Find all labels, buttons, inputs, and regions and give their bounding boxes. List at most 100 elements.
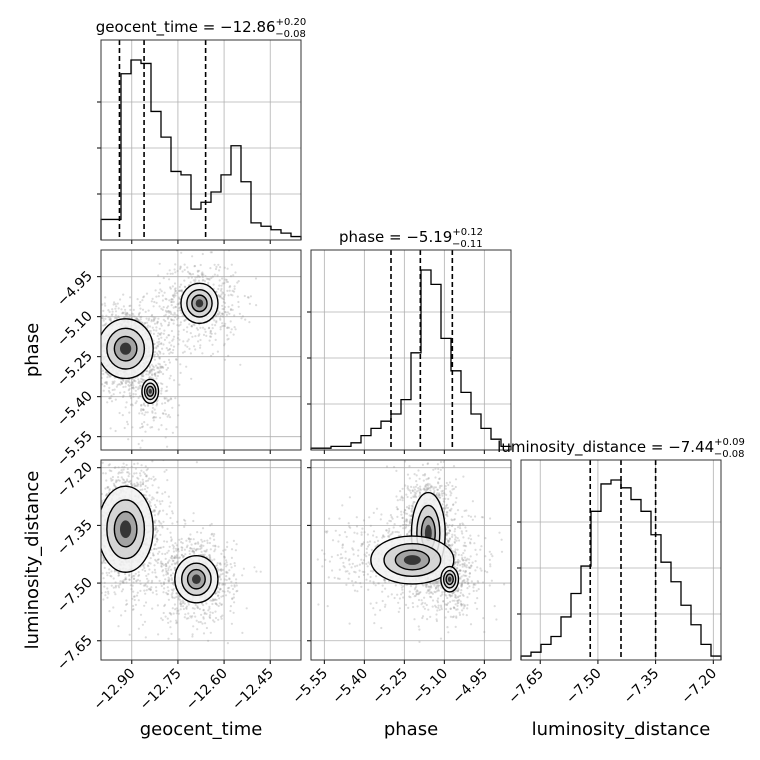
sample-point	[125, 314, 128, 318]
sample-point	[91, 347, 93, 349]
y-tick-label: −7.35	[54, 517, 96, 559]
sample-point	[157, 519, 161, 523]
sample-point	[171, 351, 174, 354]
sample-point	[194, 276, 197, 279]
sample-point	[161, 526, 164, 529]
sample-point	[240, 317, 243, 320]
sample-point	[167, 324, 170, 327]
hist-panel-geocent_time: geocent_time = −12.86+0.20 −0.08	[96, 17, 306, 244]
sample-point	[151, 607, 154, 610]
sample-point	[135, 579, 138, 582]
sample-point	[167, 323, 171, 326]
sample-point	[141, 425, 144, 428]
sample-point	[155, 400, 158, 403]
sample-point	[193, 542, 197, 545]
y-tick-label: −5.10	[54, 308, 96, 350]
sample-point	[159, 365, 162, 368]
sample-point	[132, 608, 135, 611]
sample-point	[101, 562, 104, 565]
sample-point	[226, 267, 229, 270]
sample-point	[426, 618, 429, 621]
sample-point	[175, 544, 178, 547]
sample-point	[117, 625, 120, 628]
sample-point	[169, 501, 172, 504]
sample-point	[208, 326, 211, 329]
sample-point	[45, 338, 47, 340]
sample-point	[108, 375, 111, 378]
sample-point	[440, 492, 443, 495]
sample-point	[171, 318, 174, 322]
sample-point	[203, 549, 206, 553]
sample-point	[168, 348, 171, 351]
sample-point	[121, 382, 124, 385]
sample-point	[423, 489, 426, 492]
sample-point	[178, 538, 181, 541]
sample-point	[136, 319, 140, 322]
sample-point	[110, 319, 113, 323]
sample-point	[96, 351, 98, 353]
sample-point	[138, 382, 141, 385]
sample-point	[168, 334, 171, 337]
sample-point	[413, 491, 416, 494]
sample-point	[190, 377, 193, 380]
sample-point	[227, 294, 230, 297]
sample-point	[411, 504, 414, 508]
sample-point	[154, 558, 157, 562]
sample-point	[157, 513, 160, 516]
sample-point	[129, 314, 132, 317]
sample-point	[160, 336, 163, 339]
sample-point	[402, 585, 405, 588]
sample-point	[219, 266, 222, 269]
sample-point	[104, 323, 107, 326]
sample-point	[202, 632, 206, 635]
sample-point	[152, 329, 155, 332]
sample-point	[248, 302, 251, 305]
sample-point	[142, 295, 146, 298]
sample-point	[95, 350, 97, 352]
sample-point	[201, 622, 204, 625]
sample-point	[104, 472, 107, 475]
sample-point	[136, 318, 139, 321]
sample-point	[137, 388, 140, 391]
sample-point	[436, 582, 439, 585]
sample-point	[162, 412, 165, 415]
sample-point	[94, 575, 96, 577]
sample-point	[169, 351, 172, 354]
sample-point	[430, 586, 433, 589]
sample-point	[146, 577, 149, 580]
sample-point	[188, 323, 191, 326]
sample-point	[223, 308, 226, 311]
sample-point	[221, 313, 224, 316]
sample-point	[132, 575, 135, 578]
sample-point	[150, 548, 153, 551]
sample-point	[415, 490, 419, 493]
sample-point	[164, 552, 167, 556]
sample-point	[158, 546, 162, 549]
sample-point	[97, 554, 99, 556]
sample-point	[110, 479, 113, 482]
sample-point	[129, 383, 133, 386]
sample-point	[222, 582, 225, 586]
sample-point	[199, 344, 202, 347]
sample-point	[193, 265, 196, 268]
sample-point	[173, 268, 176, 271]
sample-point	[155, 586, 158, 589]
sample-point	[101, 369, 105, 372]
sample-point	[121, 466, 124, 469]
sample-point	[155, 560, 158, 563]
sample-point	[212, 283, 215, 286]
sample-point	[156, 344, 159, 347]
sample-point	[221, 324, 224, 328]
sample-point	[120, 476, 123, 479]
sample-point	[122, 293, 125, 296]
sample-point	[156, 374, 159, 378]
sample-point	[82, 555, 84, 557]
sample-point	[185, 607, 188, 610]
sample-point	[152, 319, 155, 323]
sample-point	[173, 562, 176, 565]
sample-point	[211, 323, 214, 326]
sample-point	[95, 317, 97, 319]
sample-point	[122, 394, 125, 397]
sample-point	[225, 561, 228, 564]
sample-point	[153, 368, 156, 371]
